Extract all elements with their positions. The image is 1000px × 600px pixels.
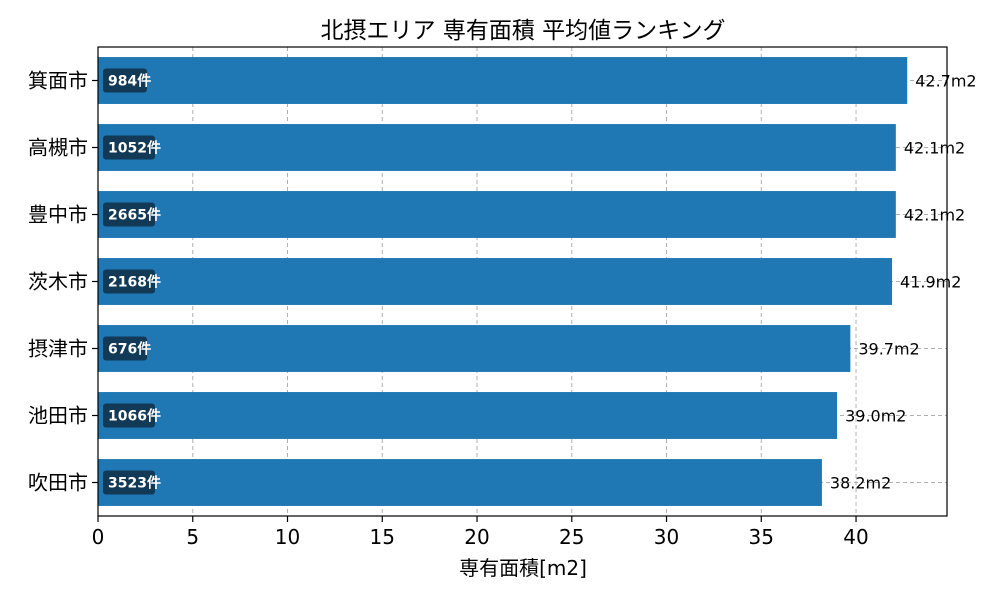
count-badge: [103, 403, 155, 428]
count-badge: [103, 336, 147, 361]
data-label: 38.2m2: [830, 474, 891, 493]
count-label: 1052件: [108, 140, 161, 157]
y-tick-label: 摂津市: [28, 337, 88, 361]
data-label: 41.9m2: [900, 273, 961, 292]
count-label: 3523件: [108, 475, 161, 492]
y-tick-label: 吹田市: [28, 471, 88, 495]
x-tick-label: 40: [843, 525, 868, 549]
y-tick-label: 高槻市: [28, 136, 88, 160]
bar: [98, 258, 893, 305]
data-label: 39.7m2: [858, 340, 919, 359]
y-tick-label: 池田市: [28, 404, 88, 428]
x-tick-label: 0: [92, 525, 105, 549]
bar: [98, 57, 908, 104]
bar: [98, 191, 896, 238]
count-label: 676件: [108, 341, 151, 358]
count-badge: [103, 202, 155, 227]
y-tick-label: 茨木市: [28, 270, 88, 294]
bar-layer: [98, 57, 908, 506]
data-label: 42.7m2: [915, 72, 976, 91]
count-label: 2168件: [108, 274, 161, 291]
x-tick-label: 10: [275, 525, 300, 549]
x-tick-label: 25: [559, 525, 584, 549]
bar: [98, 325, 851, 372]
data-label: 42.1m2: [904, 206, 965, 225]
count-badge: [103, 135, 155, 160]
x-tick-label: 35: [749, 525, 774, 549]
count-badge: [103, 470, 155, 495]
bar: [98, 459, 822, 506]
count-label: 2665件: [108, 207, 161, 224]
y-tick-label: 豊中市: [28, 203, 88, 227]
count-label: 984件: [108, 73, 151, 90]
data-label: 42.1m2: [904, 139, 965, 158]
axis-layer: 0 5 10 15 20 25 30 35 40: [92, 46, 948, 549]
count-badge: [103, 269, 155, 294]
x-axis-label: 専有面積[m2]: [459, 556, 587, 580]
x-tick-label: 5: [186, 525, 199, 549]
chart-title: 北摂エリア 専有面積 平均値ランキング: [321, 18, 726, 44]
y-tick-label: 箕面市: [28, 69, 88, 93]
count-label: 1066件: [108, 408, 161, 425]
plot-frame: [97, 46, 948, 517]
data-label: 39.0m2: [845, 407, 906, 426]
bar: [98, 392, 838, 439]
x-tick-label: 15: [370, 525, 395, 549]
bar: [98, 124, 896, 171]
x-tick-label: 30: [654, 525, 679, 549]
x-tick-label: 20: [464, 525, 489, 549]
count-badge: [103, 68, 147, 93]
